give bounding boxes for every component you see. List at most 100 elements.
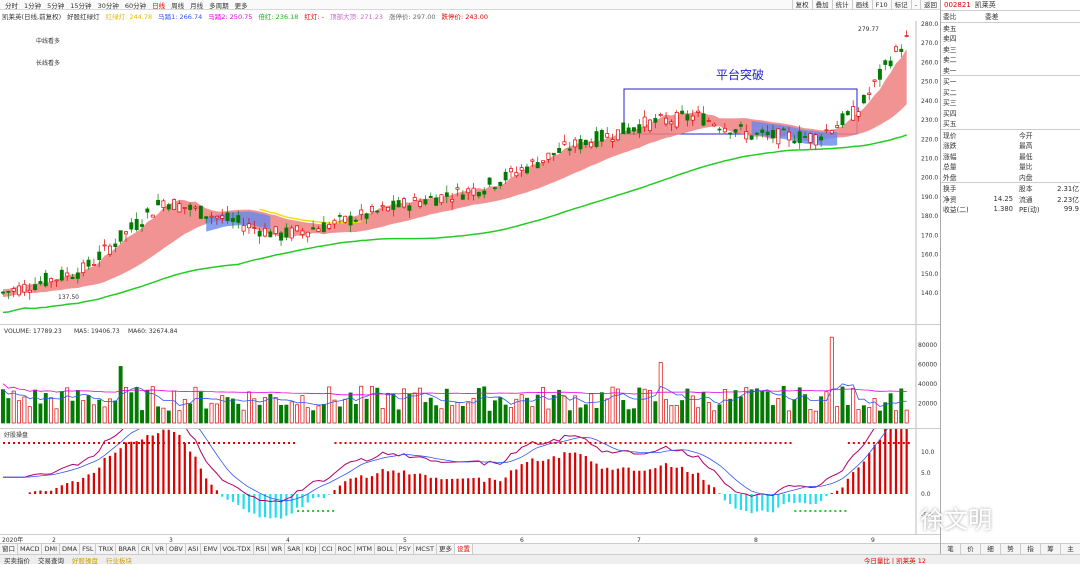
indicator-tab[interactable]: TRIX: [96, 544, 117, 554]
volume-bar: [883, 402, 888, 424]
candle-body: [220, 215, 225, 219]
status-item[interactable]: 买卖指价: [4, 556, 30, 565]
quote-tab[interactable]: 价: [961, 544, 981, 554]
fund-row-cell: 1.380: [993, 205, 1013, 214]
period-tab[interactable]: 60分钟: [124, 1, 147, 10]
indicator-tab[interactable]: SAR: [285, 544, 304, 554]
period-tab[interactable]: 5分钟: [47, 1, 65, 10]
volume-bar: [621, 400, 626, 424]
indicator-tab[interactable]: DMI: [42, 544, 61, 554]
volume-bar: [150, 386, 155, 424]
fund-row-cell: 14.25: [993, 194, 1013, 203]
indicator-tab[interactable]: VOL-TDX: [221, 544, 254, 554]
volume-bar: [567, 410, 572, 424]
candle-body: [118, 230, 123, 242]
volume-bar: [578, 407, 583, 424]
indicator-tab[interactable]: BOLL: [375, 544, 397, 554]
tool-button[interactable]: F10: [871, 0, 891, 10]
tool-button[interactable]: 返回: [920, 0, 940, 10]
candle-body: [797, 131, 802, 144]
wei-bi-label: 委比: [943, 13, 957, 22]
period-tab[interactable]: 15分钟: [70, 1, 92, 10]
period-tab[interactable]: 30分钟: [97, 1, 119, 10]
indicator-tab[interactable]: 窗口: [0, 544, 18, 554]
stat-row-cell: 现价: [943, 131, 957, 140]
indicator-tab[interactable]: DMA: [60, 544, 81, 554]
volume-bar: [316, 405, 321, 424]
status-item[interactable]: 好股操盘: [72, 556, 98, 565]
volume-bar: [904, 409, 909, 424]
status-item[interactable]: 行业板块: [106, 556, 132, 565]
volume-bar: [236, 403, 241, 424]
indicator-tab[interactable]: 更多: [437, 544, 455, 554]
indicator-tab[interactable]: MTM: [355, 544, 375, 554]
date-tick-label: 2: [52, 537, 56, 544]
candle-body: [81, 262, 86, 273]
indicator-tab[interactable]: CR: [139, 544, 154, 554]
indicator-tab[interactable]: ASI: [186, 544, 202, 554]
quote-tab[interactable]: 主: [1061, 544, 1080, 554]
indicator-tab[interactable]: CCI: [320, 544, 336, 554]
candle-body: [899, 48, 904, 52]
volume-bar: [17, 400, 21, 424]
candle-body: [209, 215, 214, 218]
period-tab[interactable]: 1分钟: [24, 1, 42, 10]
stat-row: 现价 今开: [941, 130, 1080, 141]
indicator-tab[interactable]: OBV: [167, 544, 186, 554]
quote-tab[interactable]: 筹: [1041, 544, 1061, 554]
status-item[interactable]: 交易查询: [38, 556, 64, 565]
candlestick-chart[interactable]: 中线看多 长线看多 平台突破 137.50 279.77 280.0 270.0 2…: [0, 21, 940, 324]
candle-body: [632, 127, 636, 132]
indicator-tab[interactable]: RSI: [254, 544, 270, 554]
indicator-axis: 10.0 5.0 0.0 -5.0: [915, 429, 935, 535]
indicator-tab[interactable]: PSY: [397, 544, 414, 554]
candle-body: [664, 117, 668, 125]
indicator-panel[interactable]: 好股操盘 10.0 5.0 0.0 -5.0: [0, 383, 940, 535]
period-tab[interactable]: 多周期: [209, 1, 229, 10]
volume-ma60: MA60: 32674.84: [128, 328, 178, 335]
tool-button[interactable]: 标记: [890, 0, 911, 10]
tool-button[interactable]: 画线: [851, 0, 872, 10]
quote-tab[interactable]: 势: [1001, 544, 1021, 554]
tool-button[interactable]: -: [910, 0, 920, 10]
volume-bar: [482, 386, 487, 424]
period-tab[interactable]: 分时: [5, 1, 18, 10]
fund-row-cell: 收益(二): [943, 206, 969, 215]
period-tab[interactable]: 更多: [234, 1, 248, 10]
indicator-tab[interactable]: FSL: [80, 544, 97, 554]
volume-panel[interactable]: VOLUME: 17789.23 MA5: 19406.73 MA60: 326…: [0, 324, 940, 429]
quote-tab[interactable]: 指: [1021, 544, 1041, 554]
indicator-tab[interactable]: WR: [269, 544, 286, 554]
indicator-tab[interactable]: EMV: [201, 544, 221, 554]
indicator-tab[interactable]: 设置: [454, 544, 473, 554]
volume-svg: VOLUME: 17789.23 MA5: 19406.73 MA60: 326…: [1, 325, 937, 429]
indicator-tab[interactable]: ROC: [336, 544, 355, 554]
volume-bar: [177, 410, 182, 424]
volume-bar: [856, 409, 861, 424]
indicator-tab[interactable]: MACD: [18, 544, 43, 554]
candle-body: [124, 231, 128, 235]
volume-bar: [295, 404, 300, 424]
tool-button[interactable]: 叠加: [811, 0, 832, 10]
candle-body: [129, 222, 134, 230]
tool-button[interactable]: 复权: [791, 0, 812, 10]
volume-bar: [38, 403, 43, 424]
period-tab[interactable]: 日线: [152, 1, 166, 10]
period-tab[interactable]: 周线: [171, 1, 185, 10]
indicator-tab[interactable]: KDJ: [303, 544, 320, 554]
buy-level-cell: 买四: [943, 109, 957, 118]
candle-body: [722, 127, 727, 133]
candle-body: [107, 245, 112, 255]
tool-button[interactable]: 统计: [831, 0, 852, 10]
candle-body: [86, 259, 91, 267]
period-tab[interactable]: 月线: [190, 1, 204, 10]
volume-bar: [27, 406, 32, 424]
volume-bar: [819, 396, 824, 424]
quote-tab[interactable]: 笔: [941, 544, 961, 554]
indicator-tab[interactable]: MCST: [414, 544, 437, 554]
price-tick-label: 170.0: [921, 232, 938, 239]
indicator-tab[interactable]: BRAR: [116, 544, 139, 554]
top-text: 顶部大顶: 271.23: [330, 13, 384, 21]
indicator-tab[interactable]: VR: [153, 544, 168, 554]
quote-tab[interactable]: 细: [981, 544, 1001, 554]
